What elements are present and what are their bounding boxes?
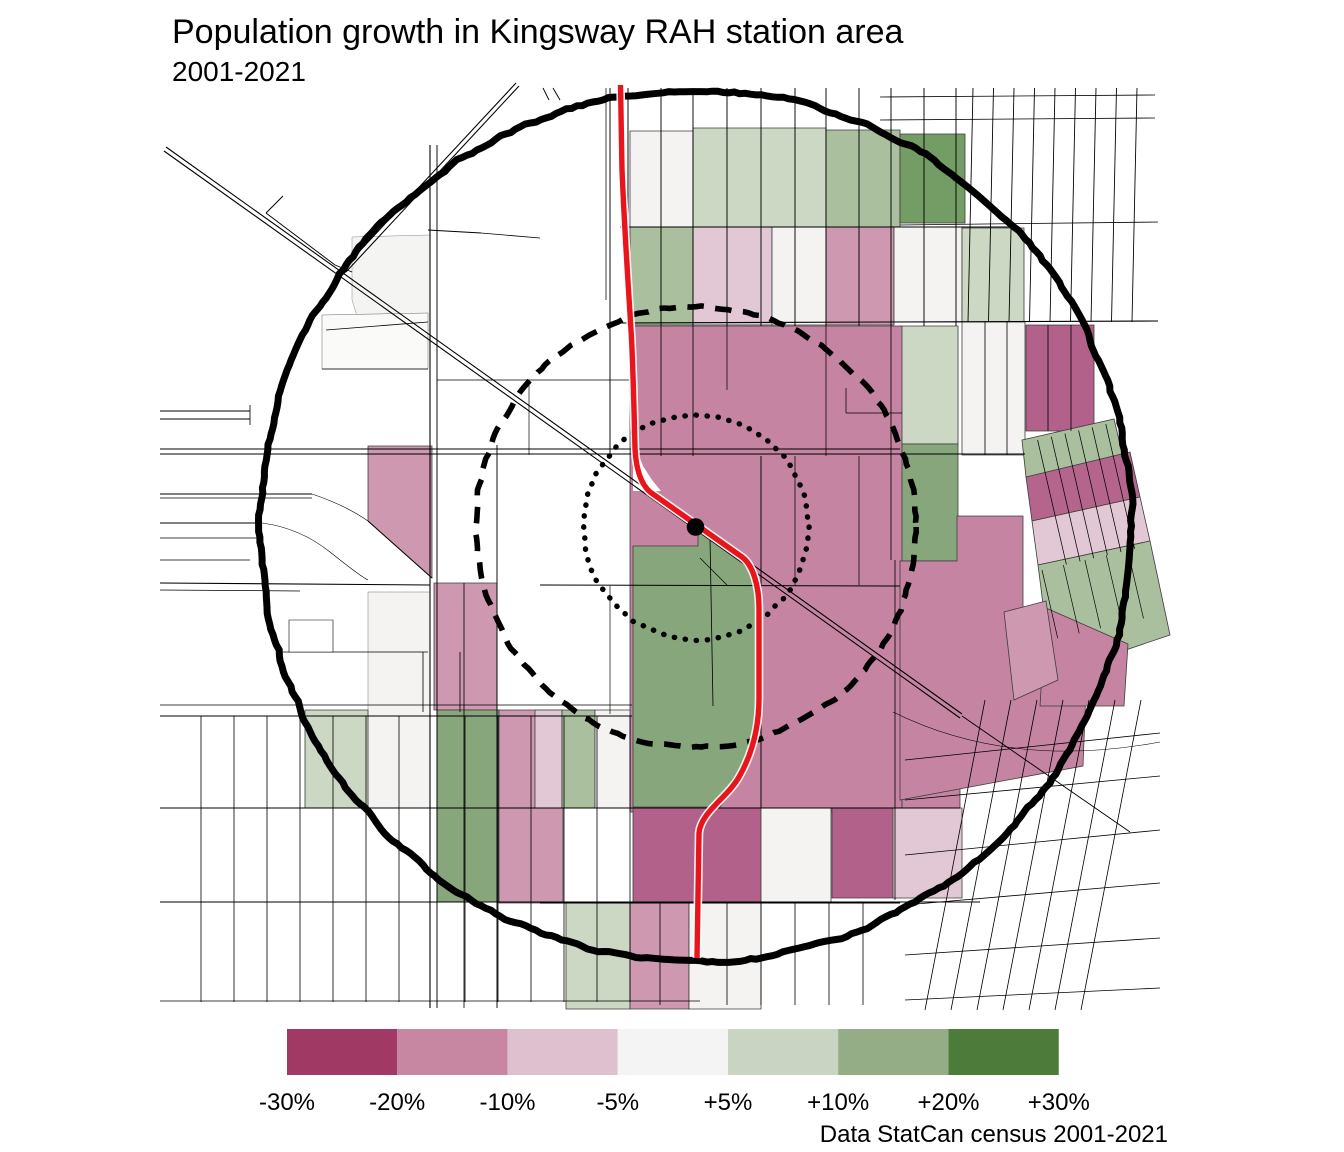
svg-text:Data StatCan census 2001-2021: Data StatCan census 2001-2021 — [820, 1121, 1168, 1148]
svg-text:-20%: -20% — [369, 1089, 425, 1116]
svg-text:+20%: +20% — [917, 1089, 979, 1116]
svg-text:+10%: +10% — [807, 1089, 869, 1116]
svg-text:-5%: -5% — [596, 1089, 639, 1116]
svg-text:Population growth in Kingsway: Population growth in Kingsway RAH statio… — [172, 13, 903, 51]
svg-text:+30%: +30% — [1028, 1089, 1090, 1116]
svg-text:-30%: -30% — [259, 1089, 315, 1116]
svg-text:-10%: -10% — [479, 1089, 535, 1116]
svg-text:+5%: +5% — [704, 1089, 753, 1116]
svg-text:2001-2021: 2001-2021 — [172, 56, 306, 87]
